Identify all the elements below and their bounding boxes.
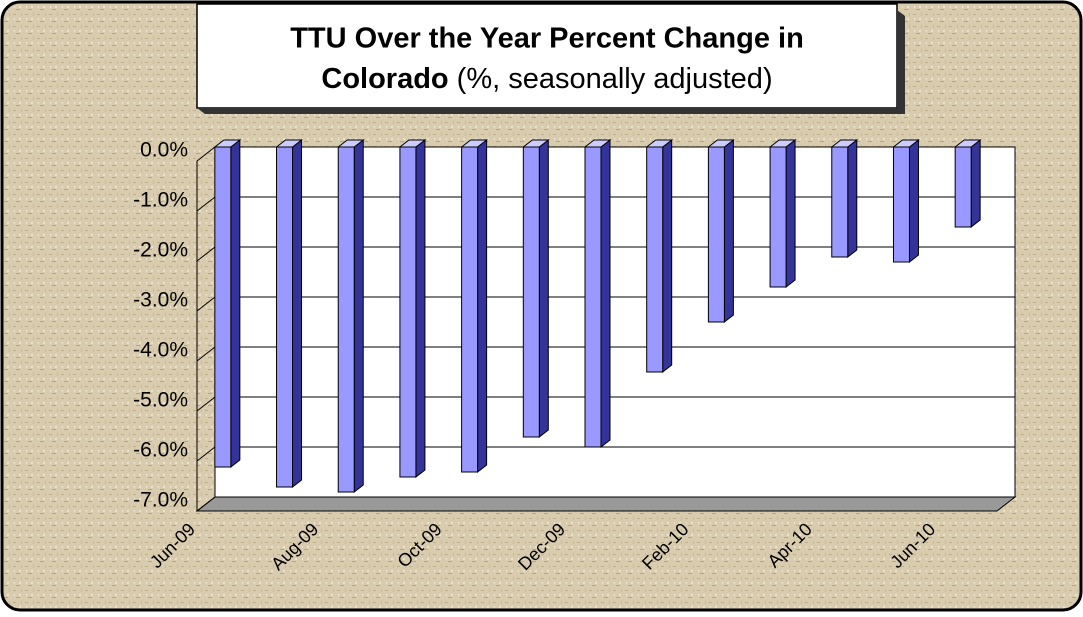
y-tick — [196, 346, 216, 362]
y-tick-label: 0.0% — [140, 139, 188, 162]
chart-title: Colorado (%, seasonally adjusted) — [321, 63, 772, 95]
bar — [276, 146, 294, 488]
bar — [522, 146, 540, 438]
bar-side — [292, 138, 303, 489]
bar-side — [723, 138, 734, 324]
bar — [707, 146, 725, 323]
bar-side — [477, 138, 488, 474]
bar-side — [415, 138, 426, 479]
y-tick-label: -2.0% — [133, 239, 188, 262]
title-box — [196, 3, 898, 109]
chart-title: Colorado — [321, 63, 448, 95]
bar — [584, 146, 602, 448]
y-tick-label: -3.0% — [133, 289, 188, 312]
bar — [954, 146, 972, 228]
bar — [399, 146, 417, 478]
bar — [769, 146, 787, 288]
bar — [831, 146, 849, 258]
y-tick-label: -7.0% — [133, 489, 188, 512]
bar-side — [353, 138, 364, 494]
y-tick — [196, 246, 216, 262]
bar-side — [538, 138, 549, 439]
bar-side — [970, 138, 981, 229]
y-tick — [196, 196, 216, 212]
chart-subtitle: (%, seasonally adjusted) — [457, 63, 773, 95]
bar-side — [908, 138, 919, 264]
y-tick-label: -1.0% — [133, 189, 188, 212]
y-tick-label: -5.0% — [133, 389, 188, 412]
y-tick — [196, 296, 216, 312]
bar — [461, 146, 479, 473]
plot: 0.0%-1.0%-2.0%-3.0%-4.0%-5.0%-6.0%-7.0%J… — [133, 138, 1017, 574]
y-tick-label: -4.0% — [133, 339, 188, 362]
chart-title: TTU Over the Year Percent Change in — [290, 23, 804, 55]
y-tick — [196, 396, 216, 412]
bar-side — [847, 138, 858, 259]
bar-side — [662, 138, 673, 374]
bar-side — [785, 138, 796, 289]
y-tick — [196, 146, 216, 162]
bar-side — [230, 138, 241, 469]
y-tick — [196, 446, 216, 462]
y-tick — [196, 496, 216, 512]
y-tick-label: -6.0% — [133, 439, 188, 462]
bar — [892, 146, 910, 263]
bar-side — [600, 138, 611, 449]
bar — [337, 146, 355, 493]
bar — [214, 146, 232, 468]
floor — [195, 496, 1017, 512]
bar — [646, 146, 664, 373]
